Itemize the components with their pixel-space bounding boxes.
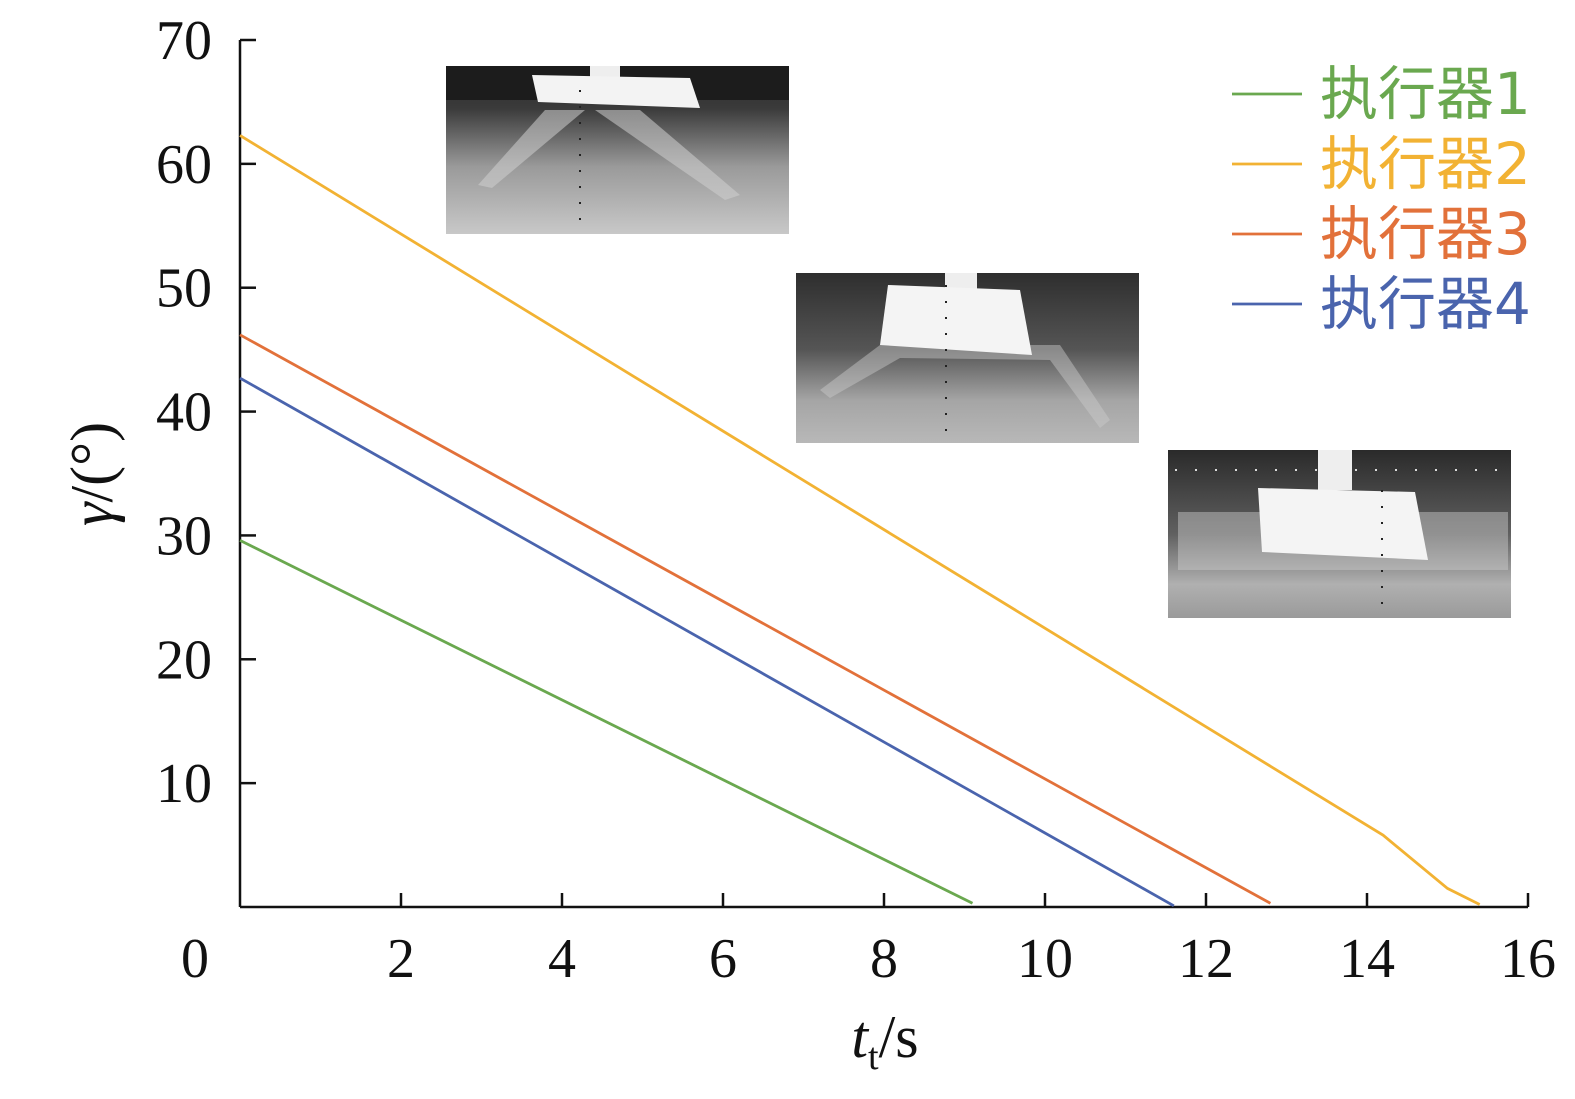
y-axis-label-unit: /(°) [59,422,125,503]
x-tick-label: 8 [870,928,898,990]
x-axis-label: tt/s [851,1004,918,1078]
legend-label-1: 执行器1 [1320,60,1531,128]
y-tick-label: 50 [156,258,212,320]
legend-label-4: 执行器4 [1320,270,1531,338]
x-axis-label-unit: /s [879,1004,919,1070]
x-tick-label: 10 [1017,928,1073,990]
y-tick-label: 40 [156,382,212,444]
y-ticks: 10 20 30 40 50 60 70 [156,10,256,815]
x-tick-label: 2 [387,928,415,990]
series-line-3 [239,333,1272,905]
series-line-2 [239,134,1481,906]
legend-label-2: 执行器2 [1320,130,1531,198]
x-tick-label: 4 [548,928,576,990]
y-tick-label: 30 [156,505,212,567]
x-axis-label-sub: t [868,1036,879,1078]
x-ticks: 2 4 6 8 10 12 14 16 [387,893,1556,990]
legend-label-3: 执行器3 [1320,200,1531,268]
x-tick-label: 6 [709,928,737,990]
series-line-1 [239,539,974,905]
y-tick-label: 60 [156,134,212,196]
y-tick-label: 20 [156,629,212,691]
actuator-photo-bent [446,66,789,234]
y-axis-label: γ/(°) [59,422,125,526]
actuator-photo-half [796,273,1139,443]
actuator-photo-flat [1168,450,1511,618]
y-tick-label: 70 [156,10,212,72]
x-tick-label: 12 [1178,928,1234,990]
y-axis-label-var: γ [59,501,125,526]
origin-label: 0 [181,928,209,990]
series-line-4 [239,376,1175,908]
x-tick-label: 14 [1339,928,1395,990]
x-axis-label-var: t [851,1004,869,1070]
series-lines [239,134,1481,908]
x-tick-label: 16 [1500,928,1556,990]
y-tick-label: 10 [156,753,212,815]
